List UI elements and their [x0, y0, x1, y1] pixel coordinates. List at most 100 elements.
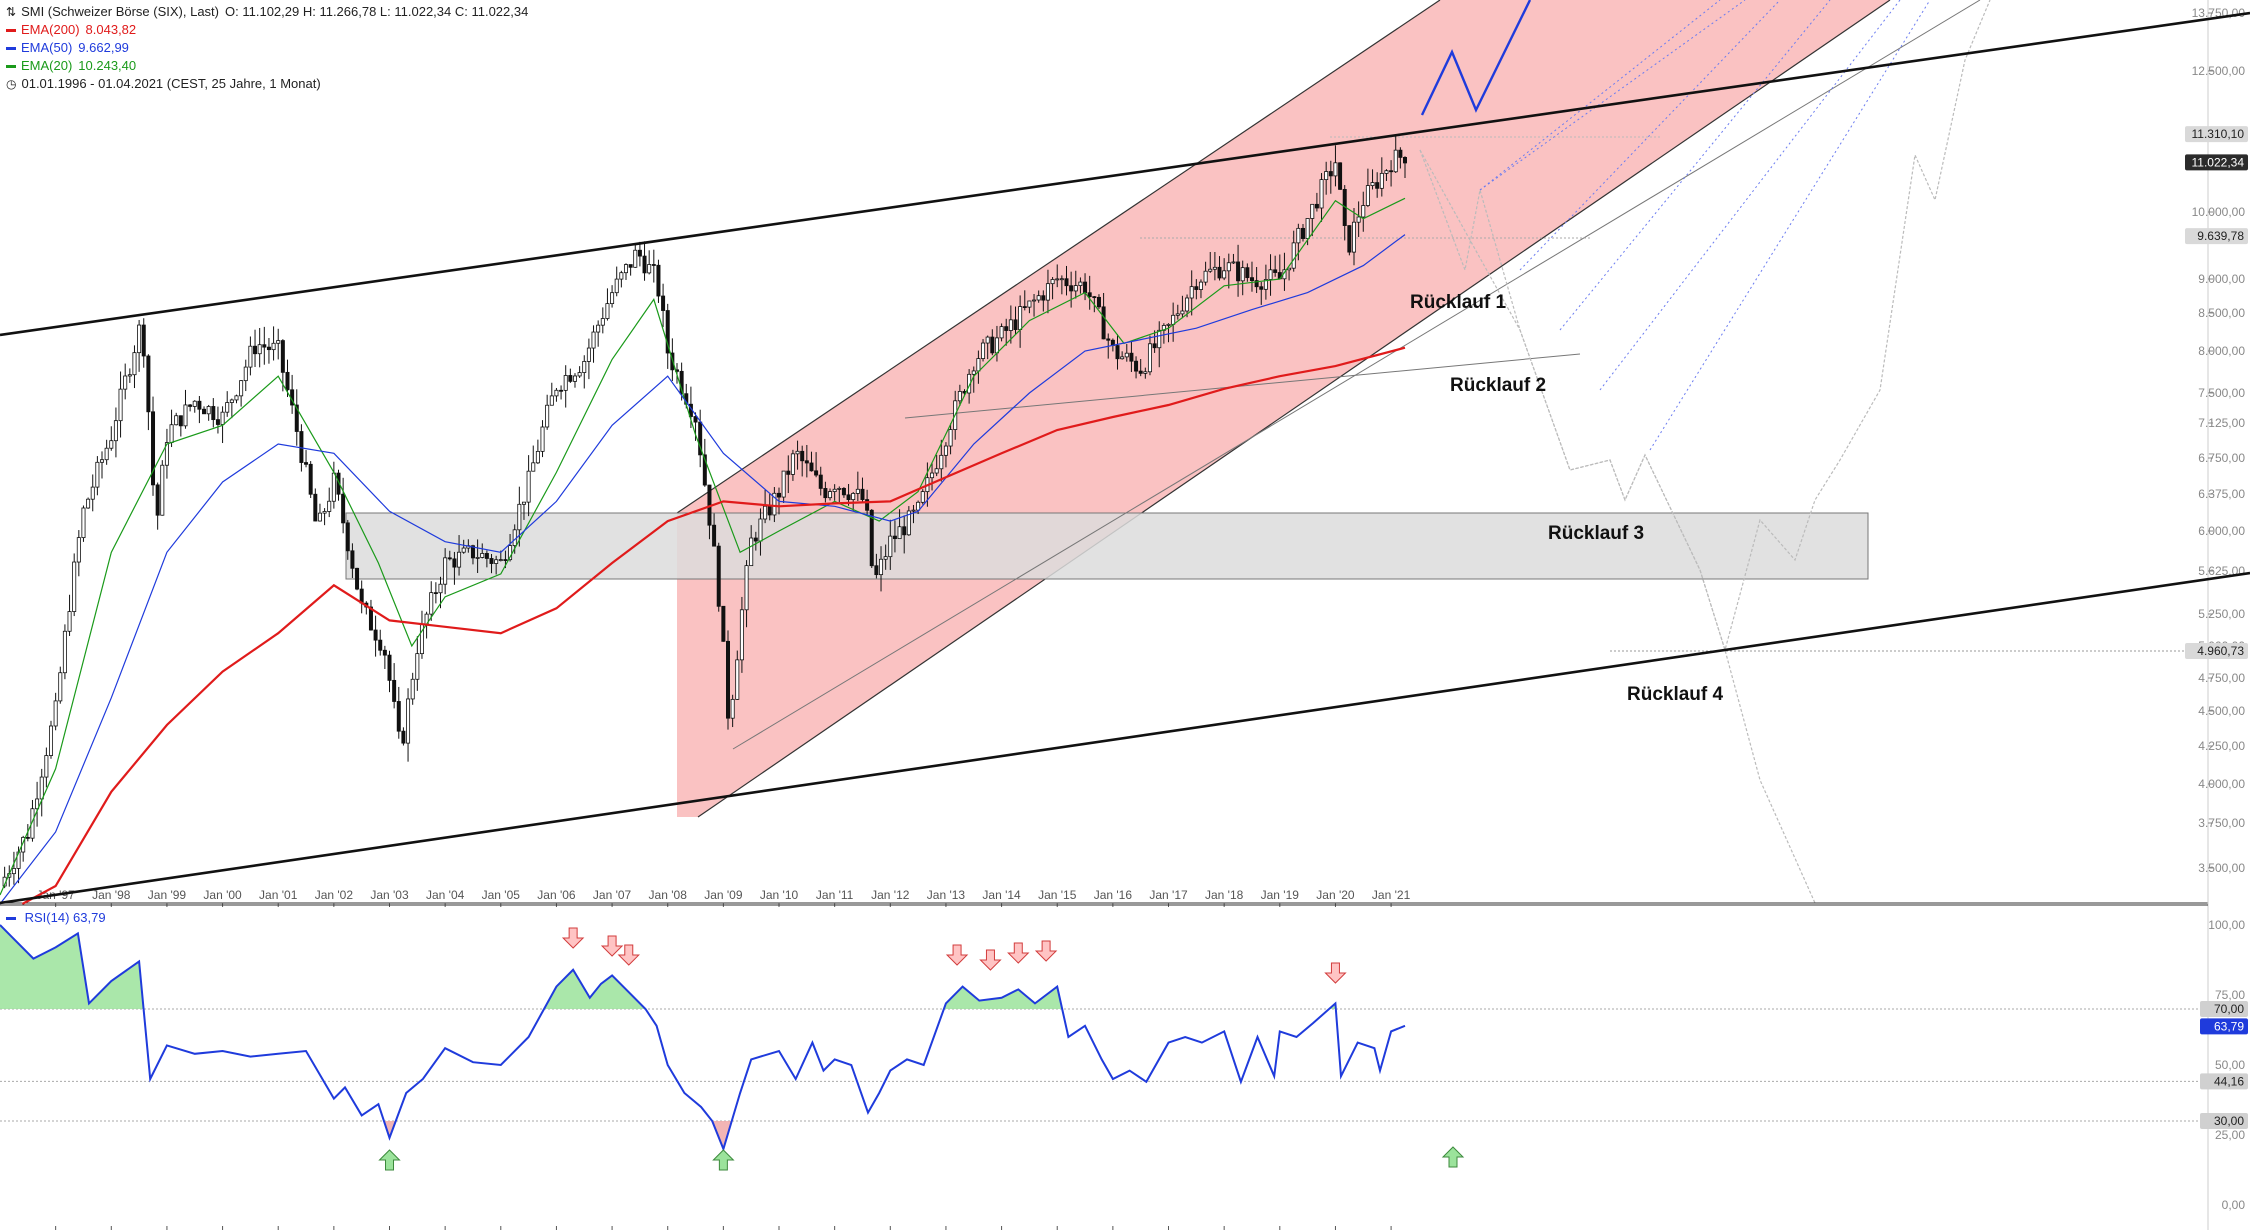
candle-body	[554, 389, 559, 397]
rsi-buy-signal-2	[1441, 1146, 1465, 1168]
candle-body	[851, 493, 856, 501]
candle-body	[1175, 313, 1180, 316]
candle-body	[837, 487, 842, 490]
ema20-label: EMA(20)	[21, 58, 73, 73]
candle-body	[846, 494, 851, 501]
candle-body	[1296, 227, 1301, 244]
candle-body	[410, 678, 415, 700]
candle-body	[164, 442, 169, 466]
candle-body	[146, 355, 151, 413]
candle-body	[387, 654, 392, 681]
candle-body	[957, 391, 962, 402]
y-tick-label: 12.500,00	[2192, 64, 2246, 78]
candle-body	[568, 375, 573, 382]
rsi-sell-signal-3	[945, 944, 969, 966]
candle-body	[786, 470, 791, 475]
x-tick-label: Jan '01	[259, 888, 298, 902]
candle-body	[1055, 278, 1060, 281]
candle-body	[1291, 242, 1296, 269]
candle-body	[1185, 297, 1190, 312]
candle-body	[1370, 182, 1375, 186]
rsi-sell-signal-4	[979, 949, 1002, 971]
instrument-label: SMI (Schweizer Börse (SIX), Last)	[21, 4, 220, 19]
candle-body	[976, 358, 981, 372]
candle-body	[503, 559, 508, 561]
legend-ema20-row[interactable]: EMA(20) 10.243,40	[6, 57, 528, 75]
rsi-sell-signal-6	[1034, 940, 1058, 962]
ohlc-values: O: 11.102,29 H: 11.266,78 L: 11.022,34 C…	[225, 4, 529, 19]
rsi-current-badge-bg	[2200, 1018, 2248, 1035]
candle-body	[1273, 269, 1278, 273]
candle-body	[920, 491, 925, 503]
candle-body	[118, 388, 123, 422]
candle-body	[229, 399, 234, 403]
arrow-down-icon	[561, 927, 585, 949]
candle-body	[132, 352, 137, 376]
candle-body	[433, 592, 438, 595]
candle-body	[1092, 296, 1097, 299]
candle-body	[1263, 279, 1268, 290]
candle-body	[1361, 205, 1366, 218]
candle-body	[1212, 266, 1217, 270]
candle-body	[1268, 269, 1273, 280]
candle-body	[526, 470, 531, 503]
candle-body	[800, 450, 805, 462]
candle-body	[823, 488, 828, 499]
candle-body	[429, 592, 434, 615]
candle-body	[1333, 162, 1338, 177]
candle-body	[1032, 299, 1037, 302]
candle-body	[628, 264, 633, 268]
arrow-down-icon	[1034, 940, 1058, 962]
y-tick-label: 7.500,00	[2198, 386, 2245, 400]
candle-body	[721, 605, 726, 642]
trend-channel-fill	[677, 0, 1890, 817]
candle-body	[712, 524, 717, 547]
candle-body	[331, 472, 336, 502]
candle-body	[271, 342, 276, 351]
candle-body	[758, 518, 763, 542]
rsi-legend[interactable]: RSI(14) 63,79	[6, 910, 106, 925]
candle-body	[1231, 261, 1236, 264]
candle-body	[990, 336, 995, 354]
candle-body	[517, 503, 522, 531]
candle-body	[1375, 182, 1380, 189]
candle-body	[30, 808, 35, 839]
legend-ema50-row[interactable]: EMA(50) 9.662,99	[6, 39, 528, 57]
annotation-ruecklauf-1: Rücklauf 1	[1410, 292, 1507, 313]
candle-body	[623, 264, 628, 274]
y-tick-label: 8.000,00	[2198, 344, 2245, 358]
x-tick-label: Jan '21	[1372, 888, 1411, 902]
candle-body	[44, 755, 49, 778]
candle-body	[1198, 281, 1203, 290]
projection-dotted-line-3	[1559, 0, 1831, 331]
ema-line-ema200	[21, 346, 1406, 905]
candle-body	[1013, 319, 1018, 330]
ema200-value: 8.043,82	[85, 22, 137, 37]
candle-body	[651, 264, 656, 266]
x-tick-label: Jan '98	[92, 888, 131, 902]
x-tick-label: Jan '11	[816, 888, 854, 902]
candle-body	[1004, 326, 1009, 331]
legend-ema200-row[interactable]: EMA(200) 8.043,82	[6, 21, 528, 39]
candle-body	[137, 324, 142, 354]
candle-body	[327, 500, 332, 512]
candle-body	[531, 462, 536, 472]
y-tick-label: 6.750,00	[2198, 451, 2245, 465]
y-tick-label: 4.500,00	[2198, 704, 2245, 718]
candle-body	[545, 404, 550, 428]
candle-body	[239, 380, 244, 397]
candle-body	[90, 486, 95, 500]
candle-body	[1027, 300, 1032, 308]
candle-body	[841, 487, 846, 496]
candle-body	[883, 556, 888, 560]
x-tick-label: Jan '02	[315, 888, 354, 902]
candle-body	[753, 537, 758, 542]
rsi-sell-signal-1	[600, 935, 624, 957]
candle-body	[1180, 310, 1185, 315]
annotation-ruecklauf-3: Rücklauf 3	[1548, 523, 1644, 544]
rsi-y-tick-label: 100,00	[2208, 918, 2245, 932]
candle-body	[113, 420, 118, 442]
candle-body	[1041, 295, 1046, 301]
candle-body	[930, 472, 935, 479]
candle-body	[1254, 280, 1259, 288]
